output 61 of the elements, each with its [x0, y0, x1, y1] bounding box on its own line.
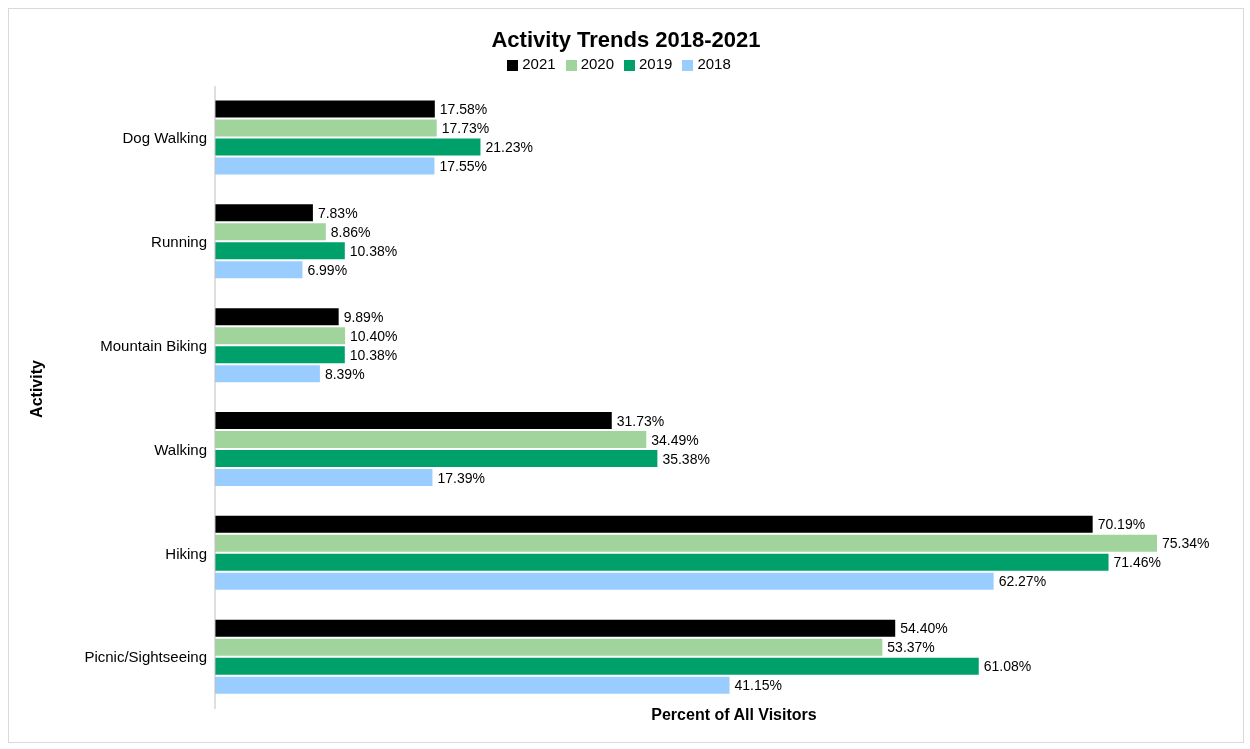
data-label: 41.15%: [734, 677, 783, 694]
legend-label: 2020: [580, 55, 614, 72]
bar: [215, 308, 339, 326]
bar: [215, 412, 612, 430]
bar: [215, 553, 1109, 571]
bar: [215, 119, 437, 137]
bar: [215, 534, 1158, 552]
chart-title: Activity Trends 2018-2021: [490, 27, 762, 53]
y-tick-label: Dog Walking: [122, 129, 207, 147]
bar: [215, 365, 320, 383]
bar: [215, 619, 896, 637]
y-tick-label: Running: [151, 233, 207, 251]
bar: [215, 204, 313, 222]
bar: [215, 261, 303, 279]
data-label: 75.34%: [1162, 535, 1210, 552]
bar: [215, 223, 326, 241]
legend-label: 2021: [522, 55, 556, 72]
data-label: 6.99%: [307, 261, 348, 278]
data-label: 53.37%: [887, 639, 935, 656]
bar: [215, 100, 435, 118]
bar: [215, 327, 346, 345]
data-label: 34.49%: [651, 431, 699, 448]
bar: [215, 138, 481, 156]
data-label: 21.23%: [485, 139, 533, 156]
legend-label: 2018: [697, 55, 731, 72]
data-label: 62.27%: [998, 573, 1047, 590]
data-label: 8.86%: [330, 223, 371, 240]
bar: [215, 515, 1093, 533]
data-label: 61.08%: [983, 658, 1032, 675]
y-tick-label: Hiking: [165, 544, 207, 562]
y-tick-label: Walking: [154, 440, 207, 458]
data-label: 35.38%: [662, 450, 710, 467]
bar: [215, 638, 883, 656]
data-label: 17.73%: [441, 120, 490, 137]
data-label: 70.19%: [1097, 516, 1146, 533]
y-tick-label: Picnic/Sightseeing: [84, 648, 207, 666]
bar: [215, 572, 994, 590]
x-axis-title: Percent of All Visitors: [650, 706, 818, 724]
data-label: 17.39%: [437, 469, 485, 486]
data-label: 10.40%: [350, 327, 398, 344]
data-label: 9.89%: [343, 308, 384, 325]
data-label: 17.58%: [439, 101, 488, 118]
y-tick-label: Mountain Biking: [100, 336, 207, 354]
bar: [215, 469, 433, 487]
data-label: 31.73%: [616, 412, 665, 429]
bar: [215, 676, 730, 694]
bar: [215, 242, 345, 260]
bar: [215, 157, 435, 175]
bar: [215, 657, 979, 675]
legend-label: 2019: [639, 55, 673, 72]
data-label: 17.55%: [439, 158, 487, 175]
data-label: 8.39%: [324, 365, 365, 382]
data-label: 7.83%: [317, 204, 358, 221]
bar: [215, 431, 647, 449]
data-label: 71.46%: [1113, 554, 1162, 571]
data-label: 10.38%: [349, 346, 398, 363]
bar: [215, 346, 345, 364]
y-axis-title: Activity: [28, 360, 46, 418]
data-label: 10.38%: [349, 242, 398, 259]
bar: [215, 450, 658, 468]
data-label: 54.40%: [900, 620, 948, 637]
